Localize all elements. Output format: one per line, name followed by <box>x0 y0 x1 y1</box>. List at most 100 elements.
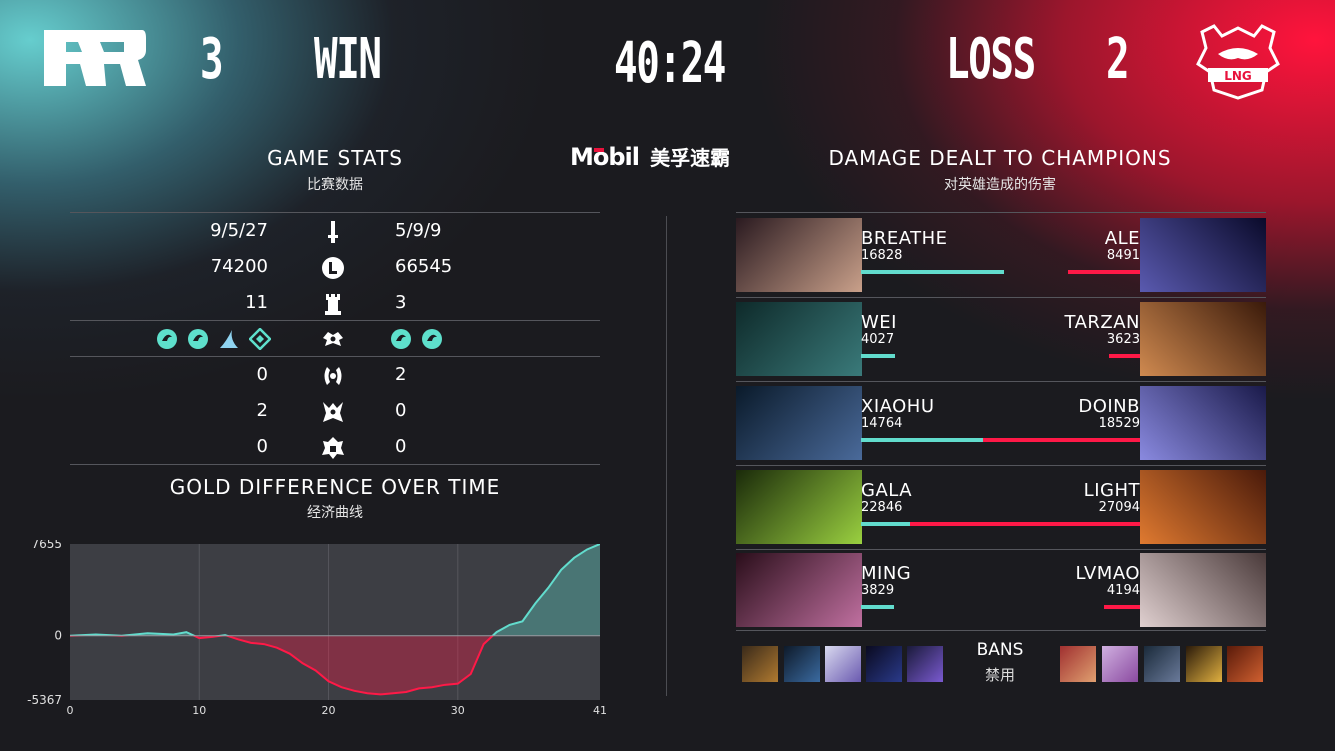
red-player-name: DOINB <box>1078 396 1140 417</box>
elder-dragon-icon <box>322 437 344 459</box>
red-damage-bar <box>1109 354 1140 358</box>
y-tick-label: -5367 <box>27 693 62 707</box>
right-result: LOSS <box>946 27 1036 92</box>
stats-divider <box>70 212 600 213</box>
red-damage-bar <box>1068 270 1140 274</box>
left-score: 3 <box>200 27 224 92</box>
left-result: WIN <box>314 27 382 92</box>
red-player-portrait <box>1140 553 1266 627</box>
y-tick-label: 7655 <box>31 540 62 551</box>
blue-player-portrait <box>736 218 862 292</box>
red-damage-bar <box>983 438 1140 442</box>
damage-divider <box>736 465 1266 466</box>
blue-player-name: MING <box>861 563 912 584</box>
blue-damage-bar <box>861 270 1004 274</box>
blue-player-portrait <box>736 553 862 627</box>
blue-player-name: WEI <box>861 312 897 333</box>
red-player-damage: 8491 <box>1106 248 1140 263</box>
red-player-name: LIGHT <box>1083 480 1140 501</box>
game-timer: 40:24 <box>614 31 726 96</box>
x-tick-label: 41 <box>593 704 607 717</box>
blue-player-portrait <box>736 386 862 460</box>
damage-divider <box>736 297 1266 298</box>
x-tick-label: 10 <box>192 704 206 717</box>
ocean-drake-icon <box>157 329 177 349</box>
right-towers: 3 <box>395 292 407 313</box>
red-player-portrait <box>1140 302 1266 376</box>
red-player-portrait <box>1140 470 1266 544</box>
blue-player-name: XIAOHU <box>861 396 935 417</box>
ocean-drake-icon <box>391 329 411 349</box>
game-stats-title: GAME STATS <box>267 146 403 170</box>
blue-damage-bar <box>861 605 894 609</box>
gold-icon <box>322 257 344 279</box>
bans-label-cn: 禁用 <box>984 666 1015 684</box>
ban-portrait <box>1144 646 1180 682</box>
gold-line-red <box>70 635 495 696</box>
kda-sword-icon <box>328 221 338 243</box>
red-player-portrait <box>1140 386 1266 460</box>
right-barons: 0 <box>395 400 407 421</box>
red-player-damage: 18529 <box>1098 416 1140 431</box>
game-stats-subtitle: 比赛数据 <box>307 177 363 193</box>
right-kda: 5/9/9 <box>395 220 442 241</box>
damage-row: GALA 22846 LIGHT 27094 <box>736 470 1266 544</box>
gold-diff-subtitle: 经济曲线 <box>307 505 363 521</box>
left-barons: 2 <box>256 400 268 421</box>
stats-divider <box>70 464 600 465</box>
left-gold: 74200 <box>210 256 268 277</box>
gold-line-blue <box>70 544 600 636</box>
damage-divider <box>736 630 1266 631</box>
svg-text:LNG: LNG <box>1224 69 1252 83</box>
red-player-name: LVMAO <box>1075 563 1140 584</box>
stats-divider <box>70 320 600 321</box>
right-gold: 66545 <box>395 256 453 277</box>
sponsor-accent <box>594 148 604 152</box>
rift-herald-icon <box>324 367 342 385</box>
ban-portrait <box>825 646 861 682</box>
red-player-damage: 4194 <box>1106 583 1140 598</box>
right-heralds: 2 <box>395 364 407 385</box>
left-towers: 11 <box>245 292 268 313</box>
ban-portrait <box>1102 646 1138 682</box>
damage-row: BREATHE 16828 ALE 8491 <box>736 218 1266 292</box>
damage-divider <box>736 549 1266 550</box>
red-player-damage: 27094 <box>1098 500 1140 515</box>
damage-row: WEI 4027 TARZAN 3623 <box>736 302 1266 376</box>
red-player-damage: 3623 <box>1106 332 1140 347</box>
sponsor-brand: Mobil <box>570 143 640 171</box>
hextech-drake-icon <box>249 328 271 350</box>
ocean-drake-icon <box>422 329 442 349</box>
red-damage-bar <box>910 522 1140 526</box>
right-elders: 0 <box>395 436 407 457</box>
ban-portrait <box>1186 646 1222 682</box>
ban-portrait <box>784 646 820 682</box>
center-divider <box>666 216 667 696</box>
x-tick-label: 20 <box>322 704 336 717</box>
gold-diff-title: GOLD DIFFERENCE OVER TIME <box>169 475 501 499</box>
chart-plot-area <box>70 544 600 700</box>
x-tick-label: 0 <box>67 704 74 717</box>
blue-player-damage: 22846 <box>861 500 903 515</box>
cloud-drake-icon <box>220 330 238 348</box>
blue-player-portrait <box>736 470 862 544</box>
ban-portrait <box>1227 646 1263 682</box>
right-score: 2 <box>1106 27 1130 92</box>
baron-icon <box>323 402 343 422</box>
left-elders: 0 <box>256 436 268 457</box>
bans-label: BANS <box>976 640 1024 660</box>
red-player-portrait <box>1140 218 1266 292</box>
blue-damage-bar <box>861 438 986 442</box>
sponsor-brand-cn: 美孚速霸 <box>650 146 731 170</box>
damage-row: MING 3829 LVMAO 4194 <box>736 553 1266 627</box>
blue-player-damage: 4027 <box>861 332 895 347</box>
gold-lead-area-red <box>194 635 493 695</box>
blue-player-damage: 14764 <box>861 416 903 431</box>
left-kda: 9/5/27 <box>210 220 268 241</box>
y-tick-label: 0 <box>54 629 62 643</box>
red-player-name: ALE <box>1104 228 1140 249</box>
damage-divider <box>736 212 1266 213</box>
x-tick-label: 30 <box>451 704 465 717</box>
dragon-icon <box>323 332 343 346</box>
ban-portrait <box>866 646 902 682</box>
